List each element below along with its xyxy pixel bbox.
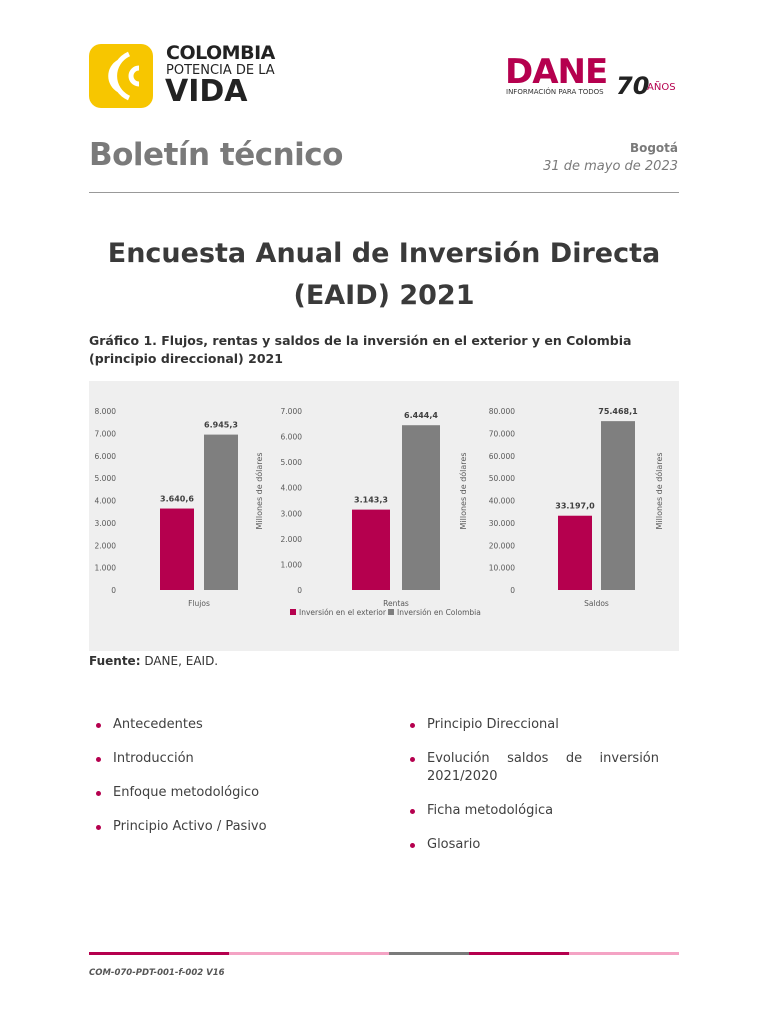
x-tick-label: Rentas — [383, 599, 409, 608]
y-axis-label: Millones de dólares — [654, 452, 664, 529]
y-tick-label: 1.000 — [281, 560, 303, 569]
y-tick-label: 1.000 — [95, 564, 117, 573]
contents-item: Enfoque metodológico — [89, 784, 349, 802]
contents-item: Ficha metodológica — [403, 802, 659, 820]
y-tick-label: 0 — [510, 586, 515, 595]
doc-type: Boletín técnico — [89, 137, 343, 173]
bar — [402, 425, 440, 590]
value-label: 75.468,1 — [598, 407, 638, 416]
title: Encuesta Anual de Inversión Directa — [107, 238, 661, 269]
y-tick-label: 0 — [297, 586, 302, 595]
bar — [204, 434, 238, 590]
chart-caption: Gráfico 1. Flujos, rentas y saldos de la… — [89, 333, 632, 366]
y-tick-label: 4.000 — [281, 484, 303, 493]
x-tick-label: Saldos — [584, 599, 609, 608]
y-tick-label: 3.000 — [281, 509, 303, 518]
legend-swatch — [290, 609, 296, 615]
y-tick-label: 5.000 — [95, 474, 117, 483]
value-label: 3.640,6 — [160, 495, 194, 504]
dane-years-word: AÑOS — [647, 82, 676, 93]
legend-label: Inversión en Colombia — [397, 608, 481, 617]
y-axis-label: Millones de dólares — [458, 452, 468, 529]
source-text: DANE, EAID. — [140, 654, 219, 668]
y-tick-label: 0 — [111, 586, 116, 595]
logo-text: COLOMBIA — [166, 42, 275, 64]
y-tick-label: 6.000 — [281, 433, 303, 442]
bar — [558, 515, 592, 590]
chart: 0 1.000 2.000 3.000 4.000 5.000 6.000 7.000 8.00… — [89, 381, 679, 651]
city: Bogotá — [629, 141, 678, 155]
y-tick-label: 4.000 — [95, 497, 117, 506]
logo-text: VIDA — [165, 74, 248, 109]
colombia-logo-icon — [89, 44, 153, 108]
y-tick-label: 2.000 — [95, 541, 117, 550]
y-tick-label: 3.000 — [95, 519, 117, 528]
value-label: 6.945,3 — [204, 421, 238, 430]
divider — [89, 192, 679, 193]
x-tick-label: Flujos — [188, 599, 210, 608]
bar — [601, 421, 635, 590]
y-tick-label: 30.000 — [489, 519, 515, 528]
y-tick-label: 7.000 — [95, 429, 117, 438]
legend-label: Inversión en el exterior — [299, 608, 387, 617]
y-tick-label: 40.000 — [489, 497, 515, 506]
value-label: 3.143,3 — [354, 496, 388, 505]
y-axis-label: Millones de dólares — [254, 452, 264, 529]
date: 31 de mayo de 2023 — [543, 159, 678, 174]
contents-left: Antecedentes Introducción Enfoque metodoló… — [89, 716, 349, 852]
contents-item: Principio Activo / Pasivo — [89, 818, 349, 836]
value-label: 33.197,0 — [555, 502, 595, 511]
dane-logo: DANE — [505, 52, 608, 92]
bar — [352, 509, 390, 590]
value-label: 6.444,4 — [404, 411, 438, 420]
dane-tagline: INFORMACIÓN PARA TODOS — [506, 88, 604, 96]
contents-item: Glosario — [403, 836, 659, 854]
source-label: Fuente: — [89, 654, 141, 668]
contents-item: Antecedentes — [89, 716, 349, 734]
dane-years: 70 — [616, 72, 650, 100]
y-tick-label: 20.000 — [489, 541, 515, 550]
y-tick-label: 2.000 — [281, 535, 303, 544]
footer-rule — [89, 952, 679, 955]
y-tick-label: 6.000 — [95, 452, 117, 461]
y-tick-label: 50.000 — [489, 474, 515, 483]
y-tick-label: 7.000 — [281, 407, 303, 416]
contents-right: Principio Direccional Evolución saldos de… — [403, 716, 659, 870]
y-tick-label: 60.000 — [489, 452, 515, 461]
y-tick-label: 5.000 — [281, 458, 303, 467]
footer-code: COM-070-PDT-001-f-002 V16 — [89, 968, 225, 978]
logo-text: POTENCIA DE LA — [166, 63, 275, 78]
y-tick-label: 70.000 — [489, 429, 515, 438]
legend-swatch — [388, 609, 394, 615]
y-tick-label: 10.000 — [489, 564, 515, 573]
bar — [160, 508, 194, 590]
y-tick-label: 80.000 — [489, 407, 515, 416]
title: (EAID) 2021 — [293, 280, 475, 311]
contents-item: Evolución saldos de inversión 2021/2020 — [403, 750, 659, 786]
contents-item: Introducción — [89, 750, 349, 768]
source: Fuente: DANE, EAID. — [89, 654, 218, 668]
y-tick-label: 8.000 — [95, 407, 117, 416]
contents-item: Principio Direccional — [403, 716, 659, 734]
